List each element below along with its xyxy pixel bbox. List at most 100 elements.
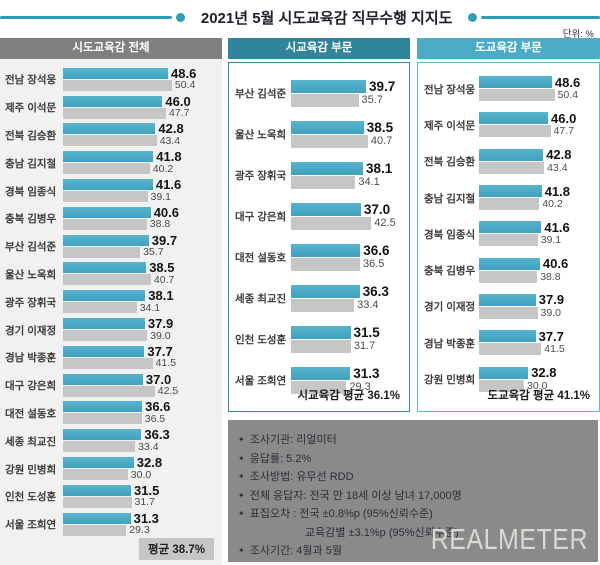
comparison-bar-line: 29.3 (291, 380, 409, 394)
panel-overall-header: 시도교육감 전체 (0, 38, 222, 59)
approval-bar-line: 31.5 (63, 483, 220, 498)
comparison-value: 50.4 (174, 79, 196, 92)
candidate-label: 광주 장휘국 (5, 296, 57, 309)
comparison-value: 40.7 (153, 273, 175, 286)
approval-value: 41.6 (544, 219, 570, 235)
approval-bar (291, 366, 351, 380)
survey-info-text: 조사방법: 유무선 RDD (249, 471, 354, 483)
approval-bar (479, 112, 548, 125)
comparison-value: 40.2 (542, 198, 563, 211)
approval-value: 42.8 (546, 147, 572, 163)
panel-city-header: 시교육감 부문 (228, 38, 410, 59)
comparison-bar (291, 93, 359, 107)
comparison-bar (63, 274, 151, 286)
comparison-bar-line: 43.4 (479, 161, 599, 174)
comparison-bar (63, 302, 137, 314)
page-title: 2021년 5월 시도교육감 직무수행 지지도 (200, 10, 453, 27)
comparison-bar-line: 50.4 (63, 79, 220, 92)
comparison-bar (479, 379, 524, 392)
bar-pair: 36.6 36.5 (291, 243, 409, 272)
bar-row: 광주 장휘국 38.1 34.1 (5, 288, 220, 316)
bar-pair: 37.9 39.0 (63, 316, 220, 342)
panel-overall: 시도교육감 전체 전남 장석웅 48.6 50.4 제주 이석문 46.0 47.7 전북 … (0, 38, 222, 565)
comparison-bar-line: 30.0 (63, 469, 220, 481)
bar-pair: 36.6 36.5 (63, 399, 220, 425)
approval-bar (63, 373, 143, 385)
candidate-label: 부산 김석준 (5, 241, 57, 254)
approval-value: 40.6 (153, 204, 179, 220)
comparison-bar (63, 496, 132, 508)
comparison-bar-line: 43.4 (63, 135, 220, 147)
approval-bar (63, 151, 154, 163)
comparison-bar-line: 34.1 (291, 175, 409, 189)
bar-row: 전북 김승환 42.8 43.4 (424, 144, 599, 180)
comparison-value: 50.4 (557, 89, 579, 102)
comparison-bar-line: 39.1 (479, 234, 599, 247)
candidate-label: 서울 조희연 (235, 375, 287, 387)
bar-row: 서울 조희연 31.3 29.3 (5, 511, 220, 539)
approval-bar (291, 284, 360, 298)
comparison-bar (291, 134, 368, 148)
approval-bar-line: 36.3 (291, 284, 409, 299)
comparison-value: 38.8 (540, 270, 561, 283)
approval-bar-line: 37.9 (479, 292, 599, 307)
approval-bar (291, 202, 361, 216)
bar-row: 광주 장휘국 38.1 34.1 (235, 155, 409, 196)
comparison-bar-line: 40.7 (63, 273, 220, 286)
candidate-label: 경남 박종훈 (5, 352, 57, 365)
comparison-bar-line: 40.2 (63, 163, 220, 175)
bar-row: 강원 민병희 32.8 30.0 (424, 361, 599, 397)
comparison-bar-line: 40.7 (291, 134, 409, 148)
candidate-label: 세종 최교진 (235, 293, 287, 305)
comparison-value: 36.5 (363, 258, 385, 270)
approval-bar-line: 40.6 (63, 204, 220, 220)
comparison-bar (291, 216, 372, 230)
approval-bar-line: 38.1 (63, 288, 220, 304)
comparison-bar (479, 234, 538, 247)
comparison-value: 29.3 (349, 381, 371, 393)
approval-value: 42.8 (158, 121, 184, 137)
bullet-icon: ✦ (238, 509, 245, 518)
candidate-label: 대구 강은희 (5, 380, 57, 393)
bar-row: 충남 김지철 41.8 40.2 (5, 149, 220, 177)
comparison-bar-line: 42.5 (291, 216, 409, 230)
comparison-value: 39.1 (540, 234, 562, 247)
approval-value: 38.1 (148, 288, 174, 304)
survey-info-lines: ✦ 조사기관: 리얼미터 ✦ 응답률: 5.2% ✦ 조사방법: 유무선 RDD ✦ 전체 응… (238, 431, 588, 561)
bar-pair: 46.0 47.7 (63, 94, 220, 120)
approval-bar-line: 41.8 (479, 184, 599, 199)
province-bar-list: 전남 장석웅 48.6 50.4 제주 이석문 46.0 47.7 전북 김승환 42.8 43… (418, 63, 599, 398)
approval-bar (63, 67, 168, 79)
comparison-bar (63, 469, 128, 481)
approval-bar (479, 221, 542, 234)
comparison-bar-line: 36.5 (291, 257, 409, 271)
bar-pair: 32.8 30.0 (479, 365, 599, 393)
bar-row: 경남 박종훈 37.7 41.5 (424, 325, 599, 361)
approval-bar (63, 429, 142, 441)
candidate-label: 대전 설동호 (235, 252, 287, 264)
bar-row: 인천 도성훈 31.5 31.7 (5, 483, 220, 511)
comparison-bar (479, 343, 542, 356)
bar-row: 충남 김지철 41.8 40.2 (424, 180, 599, 216)
approval-bar-line: 37.9 (63, 316, 220, 331)
survey-info-line: ✦ 응답률: 5.2% (238, 450, 588, 469)
approval-value: 48.6 (171, 65, 197, 81)
comparison-bar (291, 380, 347, 394)
bar-row: 세종 최교진 36.3 33.4 (235, 278, 409, 319)
title-line-left (0, 16, 172, 19)
bar-pair: 48.6 50.4 (479, 75, 599, 102)
comparison-bar (479, 161, 545, 174)
survey-info-line: ✦ 전체 응답자: 전국 만 18세 이상 남녀 17,000명 (238, 487, 588, 506)
approval-bar (291, 79, 366, 93)
candidate-label: 인천 도성훈 (5, 491, 57, 504)
comparison-value: 42.5 (374, 217, 396, 229)
comparison-bar (63, 441, 136, 453)
survey-info-text: 표집오차 : 전국 ±0.8%p (95%신뢰수준) (249, 508, 433, 520)
survey-info-line: ✦ 조사방법: 유무선 RDD (238, 468, 588, 487)
candidate-label: 강원 민병희 (5, 463, 57, 476)
approval-value: 41.8 (156, 149, 182, 165)
comparison-value: 41.5 (544, 343, 565, 356)
bullet-icon: ✦ (238, 546, 245, 555)
approval-bar-line: 41.6 (479, 219, 599, 235)
comparison-value: 33.4 (357, 299, 379, 311)
